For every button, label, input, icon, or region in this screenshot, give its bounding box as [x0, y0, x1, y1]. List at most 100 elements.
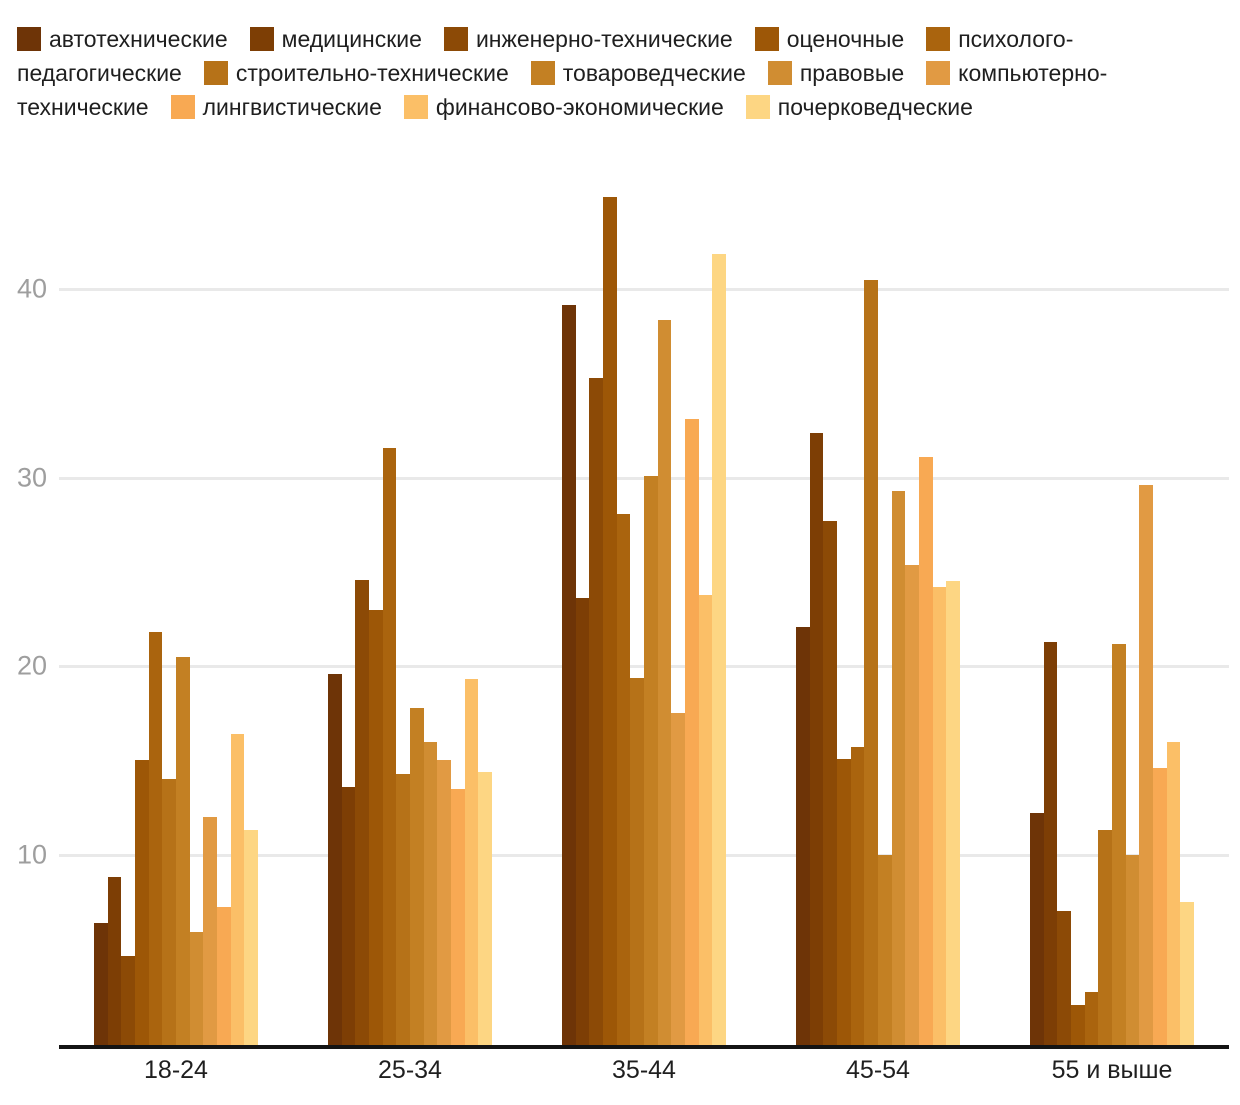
legend-swatch-icon: [754, 27, 779, 51]
bar: [1125, 854, 1140, 1045]
plot-area: 40 30 20 10: [17, 150, 1229, 1049]
y-axis-tick-label: 30: [16, 462, 47, 493]
legend-swatch-icon: [403, 95, 428, 119]
legend-item: товароведческие: [530, 60, 746, 86]
bar: [437, 760, 452, 1045]
bar: [134, 760, 149, 1045]
bar: [93, 922, 108, 1045]
bar: [1112, 643, 1126, 1045]
legend-label: правовые: [799, 60, 905, 86]
bar-group: [293, 150, 527, 1045]
bar-group: [59, 150, 293, 1045]
bar-groups-container: [59, 150, 1229, 1045]
bar-group: [995, 150, 1229, 1045]
x-axis-labels: 18-24 25-34 35-44 45-54 55 и выше: [59, 1056, 1229, 1085]
bar: [162, 779, 176, 1045]
bar: [1070, 1005, 1085, 1045]
legend-swatch-icon: [530, 61, 555, 85]
bar: [1084, 992, 1099, 1045]
legend-swatch-icon: [249, 27, 274, 51]
bar: [671, 713, 686, 1045]
bar: [1153, 768, 1167, 1045]
legend-label: автотехнические: [49, 26, 228, 52]
bar: [589, 378, 603, 1045]
bar: [478, 771, 493, 1045]
bar: [230, 734, 245, 1045]
legend-swatch-icon: [745, 95, 770, 119]
legend-label: товароведческие: [562, 60, 746, 86]
legend-swatch-icon: [443, 27, 468, 51]
chart-legend: автотехнические медицинские инженерно-техн…: [17, 0, 1227, 124]
legend-swatch-icon: [926, 27, 951, 51]
x-axis-label: 45-54: [846, 1056, 910, 1084]
legend-label: психолого-педагогические: [17, 26, 1074, 86]
bar: [602, 197, 617, 1045]
legend-swatch-icon: [17, 27, 41, 51]
legend-label: инженерно-технические: [475, 26, 733, 52]
bar: [341, 786, 356, 1045]
legend-item: правовые: [767, 60, 905, 86]
bar: [1057, 911, 1071, 1045]
bar: [644, 475, 658, 1045]
plot-wrap: 40 30 20 10: [17, 150, 1229, 1049]
bar: [464, 679, 479, 1045]
bar-group: [761, 150, 995, 1045]
bar: [148, 632, 163, 1045]
bar: [864, 280, 878, 1045]
legend-label: оценочные: [786, 26, 905, 52]
bar: [795, 626, 810, 1045]
legend-swatch-icon: [170, 95, 195, 119]
bar: [121, 956, 135, 1045]
bar: [423, 741, 438, 1045]
bar: [919, 457, 933, 1045]
bar: [561, 304, 576, 1045]
bar: [616, 513, 631, 1045]
bar: [1029, 813, 1044, 1045]
y-axis-tick-label: 20: [16, 650, 47, 681]
bar: [176, 656, 190, 1045]
bar: [203, 817, 218, 1045]
bar: [575, 598, 590, 1045]
bar: [905, 564, 920, 1045]
legend-item: компьютерно-технические: [17, 60, 1107, 120]
bar: [396, 773, 410, 1045]
bar: [657, 319, 672, 1045]
bar: [809, 432, 824, 1045]
bar: [1166, 741, 1181, 1045]
legend-item: автотехнические: [17, 26, 228, 52]
legend-label: компьютерно-технические: [17, 60, 1108, 120]
bar: [189, 931, 204, 1045]
x-axis-label: 18-24: [144, 1056, 208, 1084]
bar: [946, 581, 961, 1045]
bar: [836, 758, 851, 1045]
bar: [410, 707, 424, 1045]
legend-item: лингвистические: [170, 94, 382, 120]
legend-item: почерковедческие: [745, 94, 973, 120]
bar: [1043, 641, 1058, 1045]
x-axis-label: 55 и выше: [1051, 1056, 1173, 1084]
bar: [932, 587, 947, 1045]
x-axis-label: 25-34: [378, 1056, 442, 1084]
bar: [1098, 830, 1112, 1045]
bar: [355, 579, 369, 1045]
legend-label: финансово-экономические: [435, 94, 724, 120]
bar: [698, 594, 713, 1045]
x-axis-label: 35-44: [612, 1056, 676, 1084]
bar: [712, 253, 727, 1045]
bar: [107, 877, 122, 1045]
legend-item: медицинские: [249, 26, 422, 52]
legend-label: почерковедческие: [777, 94, 973, 120]
legend-swatch-icon: [926, 61, 951, 85]
y-axis-tick-label: 10: [16, 839, 47, 870]
legend-swatch-icon: [203, 61, 228, 85]
bar: [327, 673, 342, 1045]
legend-item: психолого-педагогические: [17, 26, 1073, 86]
bar: [244, 830, 259, 1045]
y-axis-tick-label: 40: [16, 273, 47, 304]
bar: [451, 788, 465, 1045]
bar: [891, 491, 906, 1045]
bar: [1139, 485, 1154, 1045]
bar: [368, 609, 383, 1045]
bar: [1180, 901, 1195, 1045]
legend-label: медицинские: [281, 26, 422, 52]
